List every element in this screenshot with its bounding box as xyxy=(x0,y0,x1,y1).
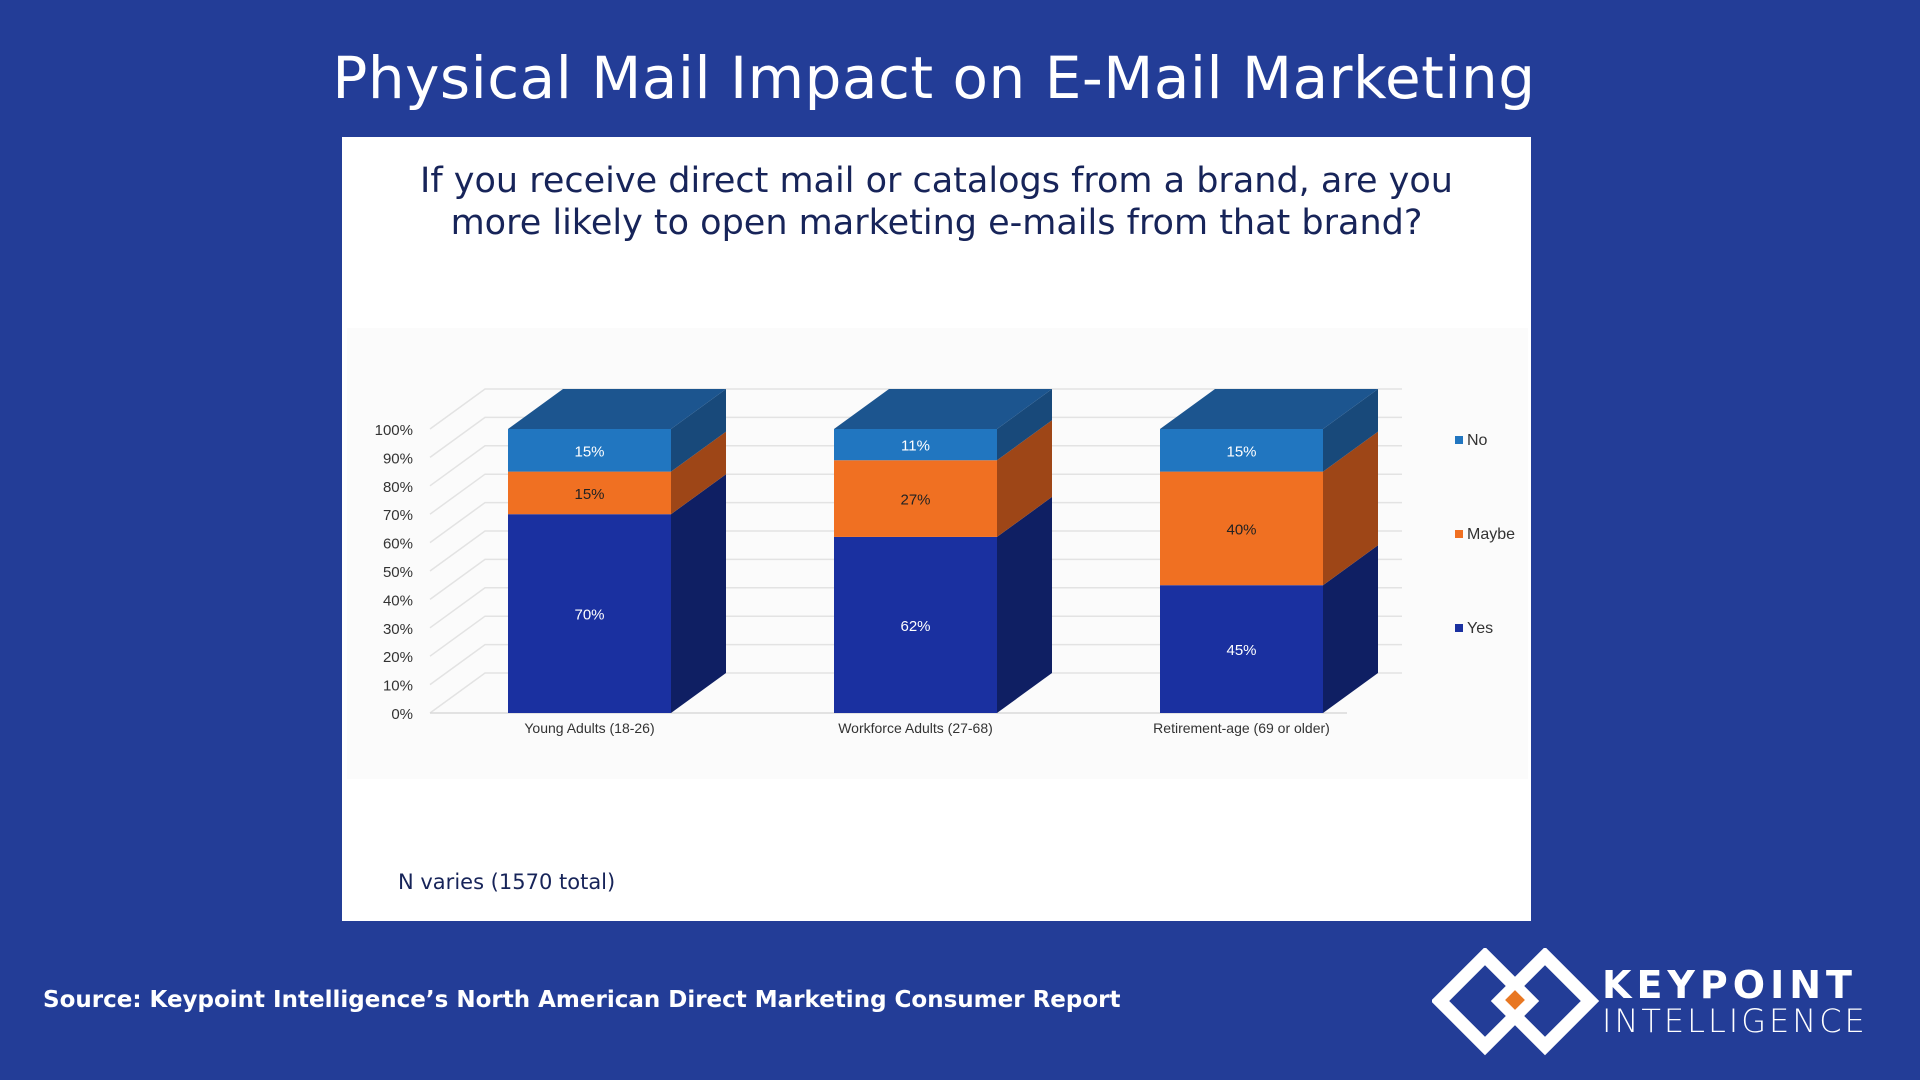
bar-top xyxy=(508,389,726,429)
bar-segment-maybe xyxy=(834,460,997,537)
bar-top xyxy=(1160,389,1378,429)
legend-label-yes: Yes xyxy=(1467,620,1493,637)
bar-side-maybe xyxy=(997,420,1052,537)
data-label: 45% xyxy=(1226,642,1256,659)
y-tick-label: 20% xyxy=(383,649,413,666)
bar-side-yes xyxy=(997,496,1052,713)
bar-segment-no xyxy=(834,429,997,461)
legend-swatch-yes xyxy=(1455,624,1463,632)
gridline xyxy=(429,416,1402,459)
data-label: 70% xyxy=(574,607,604,624)
gridline xyxy=(429,587,1402,629)
bar-segment-yes xyxy=(1160,585,1323,713)
legend-label-no: No xyxy=(1467,432,1488,449)
y-tick-label: 0% xyxy=(391,706,413,723)
gridline xyxy=(429,501,1402,544)
data-label: 27% xyxy=(900,492,930,509)
bar-side-yes xyxy=(671,474,726,713)
y-tick-label: 100% xyxy=(375,422,413,439)
page-title: Physical Mail Impact on E-Mail Marketing xyxy=(332,44,1536,112)
gridline xyxy=(429,388,1402,430)
data-label: 15% xyxy=(574,486,604,503)
bar-side-maybe xyxy=(671,431,726,515)
gridline xyxy=(429,672,1402,714)
survey-question: If you receive direct mail or catalogs f… xyxy=(342,160,1531,244)
gridline xyxy=(429,445,1402,487)
data-label: 62% xyxy=(900,618,930,635)
bar-segment-no xyxy=(1160,429,1323,472)
question-line-2: more likely to open marketing e-mails fr… xyxy=(450,203,1423,243)
bar-segment-maybe xyxy=(508,471,671,515)
logo-wordmark-intelligence: INTELLIGENCE xyxy=(1602,1002,1868,1040)
x-tick-label: Retirement-age (69 or older) xyxy=(1153,720,1330,736)
y-tick-label: 80% xyxy=(383,479,413,496)
data-label: 40% xyxy=(1226,521,1256,538)
data-label: 15% xyxy=(574,443,604,460)
data-label: 15% xyxy=(1226,443,1256,460)
bar-side-no xyxy=(1323,389,1378,472)
question-line-1: If you receive direct mail or catalogs f… xyxy=(420,161,1453,201)
sample-size-note: N varies (1570 total) xyxy=(398,870,616,894)
keypoint-logo-icon xyxy=(1432,948,1600,1056)
bar-side-maybe xyxy=(1323,431,1378,586)
y-tick-label: 40% xyxy=(383,592,413,609)
legend-swatch-maybe xyxy=(1455,530,1463,538)
bar-side-yes xyxy=(1323,545,1378,713)
x-tick-label: Young Adults (18-26) xyxy=(524,720,654,736)
x-tick-label: Workforce Adults (27-68) xyxy=(838,720,993,736)
data-label: 11% xyxy=(901,438,930,455)
y-tick-label: 30% xyxy=(383,621,413,638)
y-tick-label: 90% xyxy=(383,450,413,467)
y-tick-label: 50% xyxy=(383,564,413,581)
bar-segment-yes xyxy=(508,514,671,713)
gridline xyxy=(429,473,1402,515)
y-tick-label: 60% xyxy=(383,536,413,553)
gridline xyxy=(429,558,1402,601)
bar-top xyxy=(834,389,1052,429)
source-citation: Source: Keypoint Intelligence’s North Am… xyxy=(43,987,1121,1013)
logo-wordmark-keypoint: KEYPOINT xyxy=(1602,963,1857,1007)
y-tick-label: 70% xyxy=(383,507,413,524)
bar-segment-no xyxy=(508,429,671,472)
bar-side-no xyxy=(997,389,1052,461)
bar-segment-maybe xyxy=(1160,471,1323,586)
legend-label-maybe: Maybe xyxy=(1467,526,1515,543)
bar-segment-yes xyxy=(834,536,997,713)
gridline xyxy=(429,643,1402,686)
y-tick-label: 10% xyxy=(383,678,413,695)
gridline xyxy=(429,615,1402,657)
bar-side-no xyxy=(671,389,726,472)
legend-swatch-no xyxy=(1455,436,1463,444)
gridline xyxy=(429,530,1402,572)
